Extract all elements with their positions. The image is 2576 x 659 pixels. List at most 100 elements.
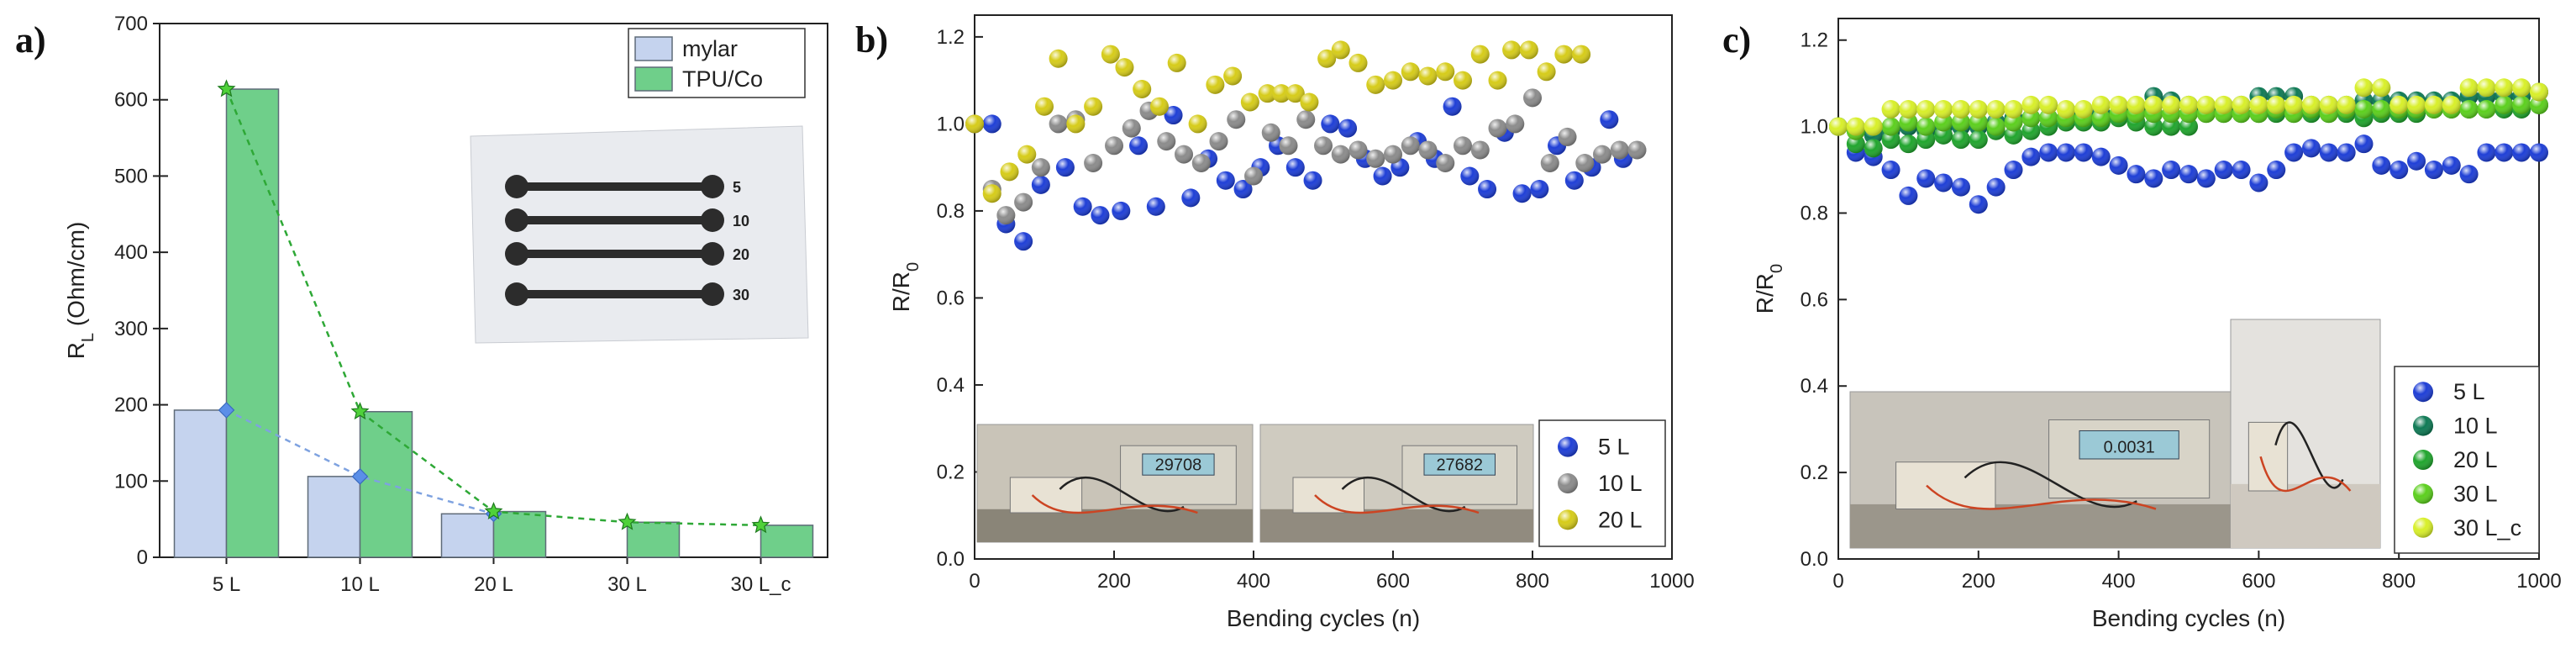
- pad-right: [701, 175, 724, 198]
- data-point-shine: [1951, 177, 1970, 197]
- panel-label-b: b): [855, 19, 888, 61]
- legend-label: 20 L: [2453, 447, 2498, 472]
- y-tick-label: 0.8: [937, 200, 965, 223]
- data-point-shine: [1864, 139, 1883, 158]
- data-point-shine: [1272, 84, 1291, 103]
- data-point-shine: [1916, 169, 1936, 188]
- probe-wire: [1341, 476, 1466, 513]
- data-point-shine: [1157, 132, 1176, 151]
- data-point-shine: [1133, 79, 1152, 98]
- multimeter-reading: 29708: [1155, 456, 1202, 475]
- star-marker: [217, 79, 236, 98]
- photo-line-label: 20: [733, 246, 749, 263]
- data-point-shine: [2021, 95, 2041, 114]
- data-point-shine: [1829, 117, 1848, 136]
- data-point-shine: [2021, 147, 2041, 166]
- photo-line-label: 30: [733, 287, 749, 303]
- y-tick-label: 1.2: [937, 26, 965, 49]
- x-tick-label: 30 L: [607, 573, 647, 596]
- data-point-shine: [2144, 169, 2163, 188]
- data-point-shine: [1899, 134, 1918, 154]
- data-point-shine: [2196, 95, 2216, 114]
- data-point-shine: [1470, 140, 1490, 160]
- legend-label: 30 L: [2453, 481, 2498, 506]
- x-axis-label: Bending cycles (n): [1227, 605, 1420, 631]
- data-point-shine: [2179, 165, 2198, 184]
- photo-bench: [977, 509, 1253, 542]
- y-tick-label: 700: [114, 13, 148, 35]
- data-point-shine: [2039, 95, 2058, 114]
- legend-marker-shine: [1558, 509, 1578, 530]
- data-point-shine: [1091, 206, 1110, 225]
- data-point-shine: [2057, 143, 2076, 162]
- data-point-shine: [1258, 84, 1277, 103]
- data-point-shine: [1348, 140, 1368, 160]
- data-point-shine: [2407, 151, 2426, 171]
- bar-tpuco: [492, 510, 547, 558]
- data-point-shine: [1418, 66, 1438, 86]
- data-point-shine: [1523, 88, 1542, 108]
- y-tick-label: 0.8: [1801, 202, 1828, 224]
- data-point-shine: [1951, 130, 1970, 150]
- bar-tpuco: [626, 521, 681, 558]
- data-point-shine: [1899, 113, 1918, 132]
- data-point-shine: [1084, 153, 1103, 172]
- printed-line: [517, 216, 712, 224]
- data-point-shine: [1105, 136, 1123, 156]
- data-point-shine: [2477, 143, 2496, 162]
- data-point-shine: [1470, 45, 1490, 64]
- data-point-shine: [2424, 161, 2443, 180]
- data-point-shine: [1049, 114, 1068, 134]
- data-point-shine: [1014, 232, 1033, 251]
- x-tick-label: 30 L_c: [730, 573, 791, 596]
- legend-swatch: [634, 36, 673, 61]
- y-tick-label: 300: [114, 318, 148, 340]
- legend-label: TPU/Co: [682, 66, 763, 92]
- x-tick-label: 1000: [2516, 570, 2561, 593]
- data-point-shine: [1314, 136, 1333, 156]
- data-point-shine: [1537, 62, 1556, 82]
- data-point-shine: [2495, 95, 2514, 114]
- data-point-shine: [1512, 184, 1532, 203]
- plot-frame: [1837, 18, 2540, 560]
- data-point-shine: [1017, 145, 1037, 164]
- y-tick-label: 0.6: [937, 287, 965, 309]
- data-point-shine: [2144, 95, 2163, 114]
- data-point-shine: [2424, 95, 2443, 114]
- y-axis-label: R/R0: [1752, 264, 1786, 314]
- data-point-shine: [1112, 201, 1131, 220]
- multimeter-screen: [1423, 453, 1496, 476]
- data-point-shine: [2372, 156, 2391, 175]
- data-point-shine: [1031, 175, 1050, 194]
- y-tick-label: 1.0: [1801, 116, 1828, 139]
- data-point-shine: [2337, 95, 2356, 114]
- star-marker: [350, 402, 370, 420]
- data-point-shine: [1558, 127, 1577, 146]
- legend: 5 L 10 L 20 L 30 L 30 L_c: [2394, 366, 2540, 554]
- data-point-shine: [1846, 134, 1865, 154]
- bar-tpuco: [760, 525, 814, 558]
- data-point-shine: [1554, 45, 1574, 64]
- data-point-shine: [1066, 114, 1086, 134]
- data-point-shine: [1864, 117, 1883, 136]
- legend-marker-shine: [1558, 473, 1578, 493]
- y-tick-label: 100: [114, 470, 148, 493]
- data-point-shine: [1401, 136, 1420, 156]
- x-tick-label: 600: [1376, 570, 1410, 593]
- probe-wire: [1059, 476, 1185, 513]
- probe-wire-red: [1926, 484, 2157, 510]
- multimeter-reading: 27682: [1436, 456, 1483, 475]
- data-point-shine: [982, 114, 1001, 134]
- data-point-shine: [2301, 139, 2321, 158]
- data-point-shine: [2249, 173, 2268, 192]
- printed-line: [517, 290, 712, 298]
- legend-label: 5 L: [2453, 379, 2485, 404]
- data-point-shine: [2389, 95, 2409, 114]
- data-point-shine: [1261, 123, 1280, 142]
- data-point-shine: [1519, 40, 1538, 60]
- data-point-shine: [1881, 130, 1900, 150]
- data-point-shine: [2214, 95, 2233, 114]
- data-point-shine: [1488, 71, 1507, 90]
- data-point-shine: [1540, 153, 1559, 172]
- diamond-marker: [351, 467, 369, 485]
